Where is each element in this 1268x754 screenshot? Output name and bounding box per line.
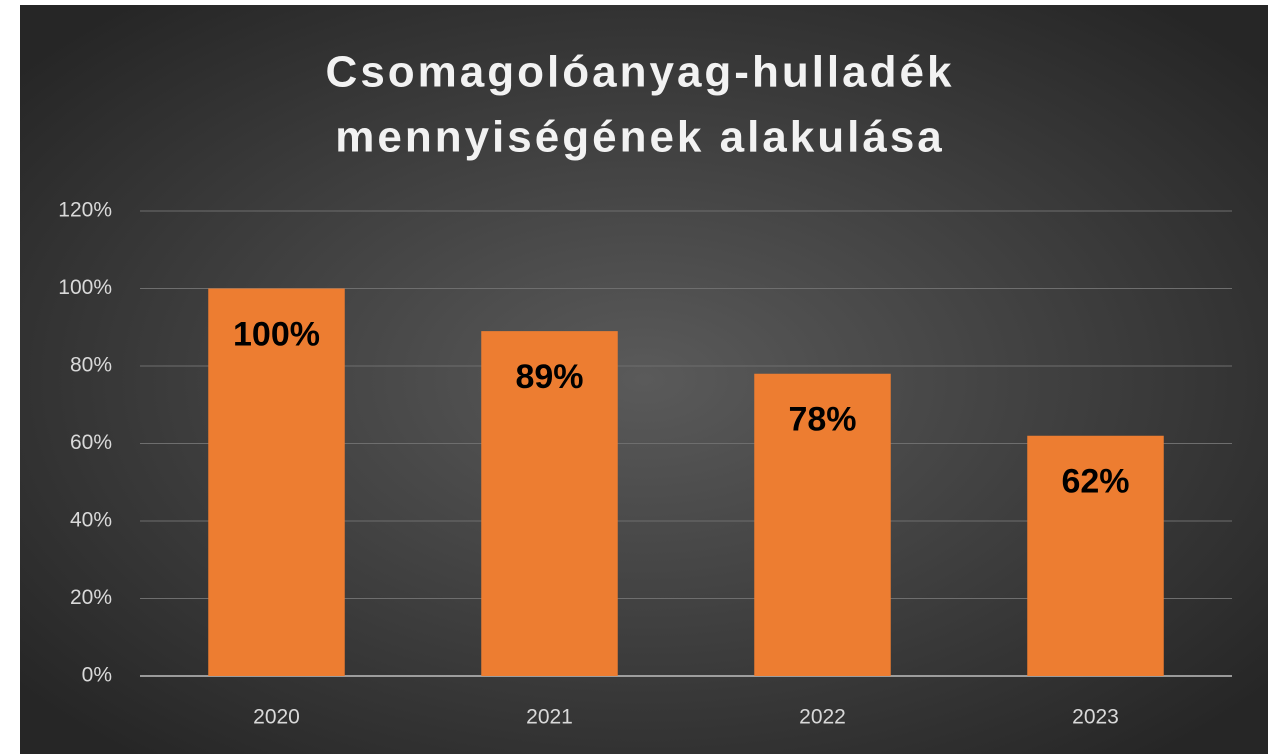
bar [1027,435,1164,676]
y-tick-label: 0% [82,664,112,687]
bar [481,331,618,676]
x-tick-label: 2020 [253,706,300,729]
y-tick-label: 20% [70,586,112,609]
data-label: 62% [1061,463,1129,501]
y-tick-label: 60% [70,431,112,454]
chart-title: Csomagolóanyag-hulladék [326,48,955,97]
x-tick-label: 2022 [799,706,846,729]
y-tick-label: 100% [58,276,112,299]
y-tick-label: 80% [70,354,112,377]
y-tick-label: 40% [70,509,112,532]
y-tick-label: 120% [58,199,112,222]
x-tick-label: 2021 [526,706,573,729]
data-label: 100% [233,315,320,353]
x-tick-label: 2023 [1072,706,1119,729]
data-label: 78% [788,401,856,439]
bar [754,373,891,676]
data-label: 89% [515,358,583,396]
chart-title: mennyiségének alakulása [335,113,945,162]
bar [208,288,345,676]
